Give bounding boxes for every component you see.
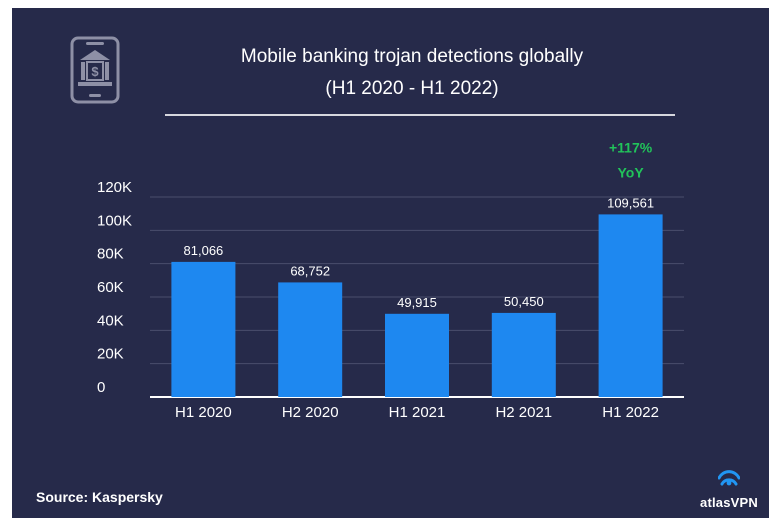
svg-text:$: $ bbox=[91, 64, 99, 79]
bar bbox=[385, 313, 449, 397]
chart-subtitle: (H1 2020 - H1 2022) bbox=[325, 78, 499, 99]
x-tick-label: H2 2021 bbox=[495, 404, 552, 421]
x-tick-label: H1 2022 bbox=[602, 404, 659, 421]
annotation-yoy: YoY bbox=[617, 164, 644, 180]
annotation-change: +117% bbox=[609, 139, 653, 155]
y-tick-label: 80K bbox=[97, 246, 124, 263]
y-tick-label: 0 bbox=[97, 379, 105, 396]
bar bbox=[171, 261, 236, 397]
x-tick-label: H1 2020 bbox=[175, 404, 232, 421]
y-tick-label: 20K bbox=[97, 346, 124, 363]
x-tick-label: H1 2021 bbox=[389, 404, 446, 421]
bar bbox=[278, 282, 343, 397]
y-tick-label: 100K bbox=[97, 212, 132, 229]
bar bbox=[598, 214, 663, 397]
bar bbox=[491, 312, 556, 397]
atlas-logo-icon bbox=[717, 470, 741, 486]
x-tick-label: H2 2020 bbox=[282, 404, 339, 421]
y-tick-label: 60K bbox=[97, 279, 124, 296]
source-label: Source: Kaspersky bbox=[36, 489, 163, 505]
data-label: 109,561 bbox=[607, 195, 654, 210]
data-label: 68,752 bbox=[290, 263, 330, 278]
y-tick-label: 120K bbox=[97, 179, 132, 196]
chart-title-block: Mobile banking trojan detections globall… bbox=[152, 41, 672, 105]
data-label: 49,915 bbox=[397, 295, 437, 310]
title-divider bbox=[165, 114, 675, 116]
data-label: 81,066 bbox=[184, 243, 224, 258]
brand-block: atlasVPN bbox=[693, 466, 765, 510]
chart-title: Mobile banking trojan detections globall… bbox=[240, 46, 584, 67]
mobile-bank-icon: $ bbox=[70, 36, 120, 104]
data-label: 50,450 bbox=[504, 294, 544, 309]
brand-name: atlasVPN bbox=[700, 495, 758, 510]
y-tick-label: 40K bbox=[97, 312, 124, 329]
